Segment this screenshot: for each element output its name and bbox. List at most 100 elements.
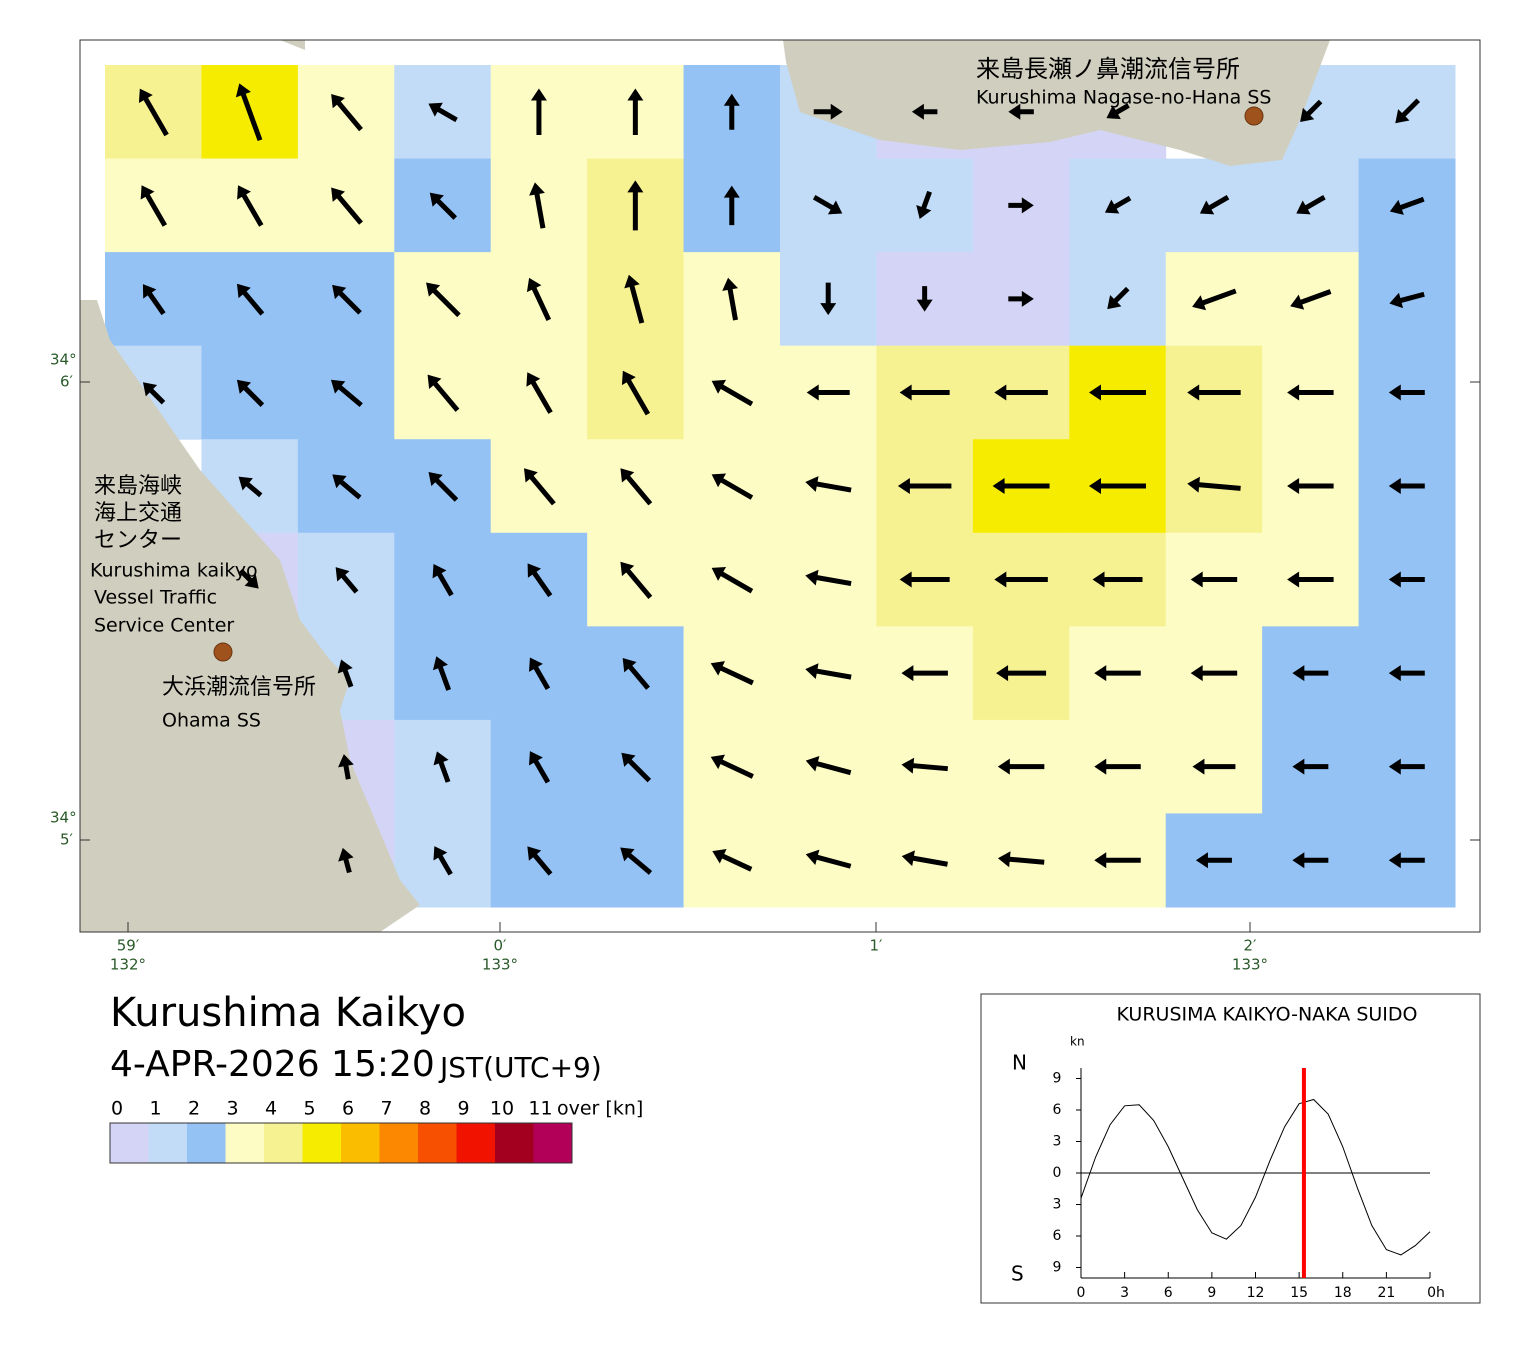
current-arrow (1192, 758, 1236, 775)
current-arrow (1008, 290, 1034, 307)
lon-label: 2′ (1244, 937, 1258, 955)
y-tick-label: 9 (1053, 1260, 1062, 1276)
land-islet (280, 40, 305, 50)
lat-label: 6′ (60, 373, 74, 391)
current-arrow (142, 284, 166, 316)
current-arrow (621, 752, 652, 783)
y-tick-label: 6 (1053, 1102, 1062, 1118)
current-arrow (237, 185, 264, 227)
current-arrow (1192, 288, 1237, 311)
current-arrow (527, 846, 553, 876)
place-label: 来島長瀬ノ鼻潮流信号所 (976, 55, 1240, 83)
current-arrow (1187, 384, 1241, 401)
current-arrow (1292, 758, 1329, 775)
legend-tick-label: 0 (111, 1098, 123, 1120)
vts-label: 海上交通 (94, 501, 182, 526)
current-arrow (1190, 571, 1238, 588)
current-arrow (620, 561, 653, 599)
legend-tick-label: 6 (342, 1098, 354, 1120)
vts-label: センター (94, 528, 182, 553)
current-arrow (1094, 665, 1141, 682)
current-arrow (996, 665, 1047, 682)
current-arrow (627, 88, 644, 136)
current-arrow (332, 474, 362, 500)
current-arrow (1107, 286, 1130, 310)
current-arrow (529, 182, 546, 229)
current-arrow (620, 847, 653, 875)
current-arrow (897, 478, 952, 494)
current-arrow (1388, 571, 1425, 588)
north-label: N (1012, 1051, 1027, 1075)
current-arrow (332, 284, 362, 315)
station-marker (1244, 106, 1264, 126)
land-west (80, 300, 420, 932)
current-arrow (1089, 384, 1146, 401)
current-arrow (527, 563, 553, 598)
current-arrow (526, 372, 553, 414)
current-arrow (806, 384, 850, 401)
current-arrow (901, 665, 948, 682)
current-arrow (710, 661, 754, 686)
current-arrow (710, 754, 754, 779)
current-arrow (722, 277, 739, 321)
legend-swatch (341, 1123, 380, 1163)
lon-label: 133° (1232, 956, 1268, 974)
legend-swatch (148, 1123, 187, 1163)
current-arrow (712, 848, 753, 872)
x-tick-label: 6 (1164, 1285, 1173, 1301)
lon-label: 0′ (494, 937, 508, 955)
current-arrow (1287, 384, 1334, 401)
legend-tick-label: 10 (490, 1098, 514, 1120)
south-label: S (1011, 1262, 1024, 1286)
chart-frame (980, 993, 1481, 1304)
current-arrow (1300, 99, 1323, 123)
current-arrow (338, 847, 354, 874)
current-arrow (624, 274, 645, 324)
current-arrow (335, 567, 359, 594)
current-arrow (805, 756, 852, 776)
map-frame (79, 39, 1481, 933)
current-arrow (429, 192, 457, 220)
current-arrow (711, 473, 754, 500)
frame-ticks (80, 381, 1480, 932)
vts-label: 来島海峡 (94, 474, 182, 499)
current-arrow (523, 468, 556, 506)
current-arrow (1199, 195, 1230, 215)
current-arrow (1008, 103, 1034, 120)
current-arrow (238, 476, 263, 498)
current-arrow (337, 659, 354, 688)
current-arrow (433, 846, 453, 876)
current-arrow (620, 468, 653, 506)
legend-swatch (379, 1123, 418, 1163)
x-tick-label: 3 (1120, 1285, 1129, 1301)
place-label: Ohama SS (162, 710, 261, 732)
current-arrow (526, 277, 552, 322)
current-arrow (529, 657, 551, 690)
lon-label: 59′ (117, 937, 140, 955)
current-arrows (138, 83, 1425, 876)
current-arrow (138, 88, 169, 137)
current-arrow (236, 379, 265, 407)
current-arrow (1290, 289, 1332, 310)
current-arrow (428, 472, 459, 502)
current-arrow (916, 286, 933, 312)
current-arrow (1094, 852, 1141, 869)
map-title: Kurushima Kaikyo (110, 990, 466, 1036)
current-arrow (427, 374, 460, 412)
current-arrow (1187, 476, 1241, 493)
current-arrow (805, 476, 852, 493)
current-arrow (338, 754, 354, 780)
lat-label: 34° (50, 809, 77, 827)
timezone: JST(UTC+9) (438, 1051, 602, 1084)
legend-swatch (225, 1123, 264, 1163)
current-arrow (1008, 197, 1034, 214)
legend-tick-label: 7 (380, 1098, 392, 1120)
x-tick-label: 0h (1427, 1285, 1445, 1301)
lon-label: 132° (110, 956, 146, 974)
legend-swatch (418, 1123, 457, 1163)
current-arrow (911, 103, 938, 120)
current-arrow (1388, 384, 1425, 401)
current-arrow (805, 663, 852, 680)
legend-tick-label: 3 (226, 1098, 238, 1120)
current-arrow (236, 283, 265, 316)
